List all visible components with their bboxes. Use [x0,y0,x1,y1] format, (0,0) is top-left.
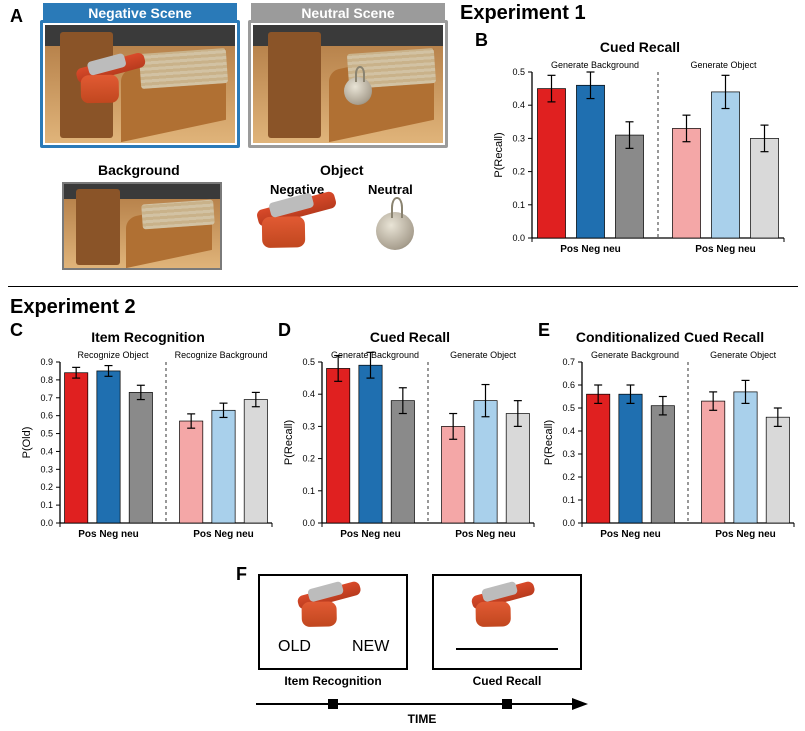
svg-text:Pos Neg neu: Pos Neg neu [715,529,776,540]
svg-text:Pos Neg neu: Pos Neg neu [560,244,621,255]
scene-negative-title: Negative Scene [43,3,237,23]
svg-text:0.3: 0.3 [512,133,525,143]
label-object: Object [320,162,364,178]
svg-text:Generate Background: Generate Background [331,350,419,360]
label-time: TIME [252,712,592,726]
svg-text:0.3: 0.3 [562,449,575,459]
svg-text:Pos Neg neu: Pos Neg neu [600,529,661,540]
svg-text:0.4: 0.4 [40,446,53,456]
svg-text:0.1: 0.1 [562,495,575,505]
svg-text:0.6: 0.6 [562,380,575,390]
svg-text:0.5: 0.5 [40,429,53,439]
svg-text:P(Old): P(Old) [21,427,33,459]
svg-text:Generate Background: Generate Background [591,350,679,360]
panel-letter-a: A [10,6,23,27]
svg-text:Conditionalized Cued Recall: Conditionalized Cued Recall [576,329,764,345]
svg-text:Recognize Object: Recognize Object [77,350,149,360]
box-cued-recall [432,574,582,670]
svg-text:Cued Recall: Cued Recall [600,39,680,55]
svg-text:0.5: 0.5 [302,357,315,367]
label-neu-sub: Neutral [368,182,413,197]
svg-text:P(Recall): P(Recall) [283,420,295,465]
svg-text:0.7: 0.7 [40,393,53,403]
svg-text:0.1: 0.1 [302,486,315,496]
scene-neutral-title: Neutral Scene [251,3,445,23]
svg-text:0.4: 0.4 [302,389,315,399]
svg-text:Cued Recall: Cued Recall [370,329,450,345]
svg-text:Generate Object: Generate Object [690,60,757,70]
svg-text:0.0: 0.0 [40,518,53,528]
svg-text:P(Recall): P(Recall) [493,132,505,177]
svg-text:Pos Neg neu: Pos Neg neu [340,529,401,540]
svg-text:Pos Neg neu: Pos Neg neu [695,244,756,255]
label-new: NEW [352,638,389,656]
svg-text:Generate Object: Generate Object [450,350,517,360]
chart-c: Item Recognition Recognize Object Recogniz… [18,328,278,553]
svg-text:0.9: 0.9 [40,357,53,367]
svg-text:Recognize Background: Recognize Background [175,350,268,360]
box-item-recognition: OLD NEW [258,574,408,670]
svg-text:0.1: 0.1 [512,200,525,210]
svg-text:Generate Object: Generate Object [710,350,777,360]
svg-text:Generate Background: Generate Background [551,60,639,70]
chart-d: Cued Recall Generate Background Generate O… [280,328,540,553]
svg-text:0.3: 0.3 [302,421,315,431]
svg-text:0.0: 0.0 [562,518,575,528]
svg-text:0.5: 0.5 [562,403,575,413]
label-old: OLD [278,638,311,656]
svg-text:0.8: 0.8 [40,375,53,385]
svg-text:Pos Neg neu: Pos Neg neu [193,529,254,540]
svg-text:P(Recall): P(Recall) [543,420,555,465]
thumb-object-negative [260,200,340,250]
svg-text:0.4: 0.4 [512,100,525,110]
chart-e: Conditionalized Cued Recall Generate Back… [540,328,800,553]
svg-text:0.1: 0.1 [40,500,53,510]
svg-text:0.4: 0.4 [562,426,575,436]
svg-text:Pos Neg neu: Pos Neg neu [455,529,516,540]
blank-line [456,648,558,650]
label-cued-recall: Cued Recall [432,674,582,688]
svg-text:Item Recognition: Item Recognition [91,329,205,345]
thumb-background [62,182,222,270]
heading-exp1: Experiment 1 [460,2,586,25]
svg-text:0.5: 0.5 [512,67,525,77]
scene-neutral: Neutral Scene [248,20,448,148]
svg-text:0.0: 0.0 [512,233,525,243]
svg-text:0.3: 0.3 [40,464,53,474]
svg-text:0.2: 0.2 [40,482,53,492]
svg-text:0.6: 0.6 [40,411,53,421]
label-background: Background [98,162,180,178]
thumb-object-neutral [372,208,418,254]
svg-text:0.7: 0.7 [562,357,575,367]
svg-text:0.2: 0.2 [562,472,575,482]
label-item-recognition: Item Recognition [258,674,408,688]
chart-b: Cued Recall Generate Background Generate O… [490,38,790,268]
panel-letter-b: B [475,30,488,51]
svg-text:0.2: 0.2 [512,167,525,177]
svg-text:0.0: 0.0 [302,518,315,528]
scene-negative: Negative Scene [40,20,240,148]
svg-text:Pos Neg neu: Pos Neg neu [78,529,139,540]
heading-exp2: Experiment 2 [10,296,136,319]
panel-letter-f: F [236,564,247,585]
divider-h [8,286,798,287]
svg-text:0.2: 0.2 [302,454,315,464]
